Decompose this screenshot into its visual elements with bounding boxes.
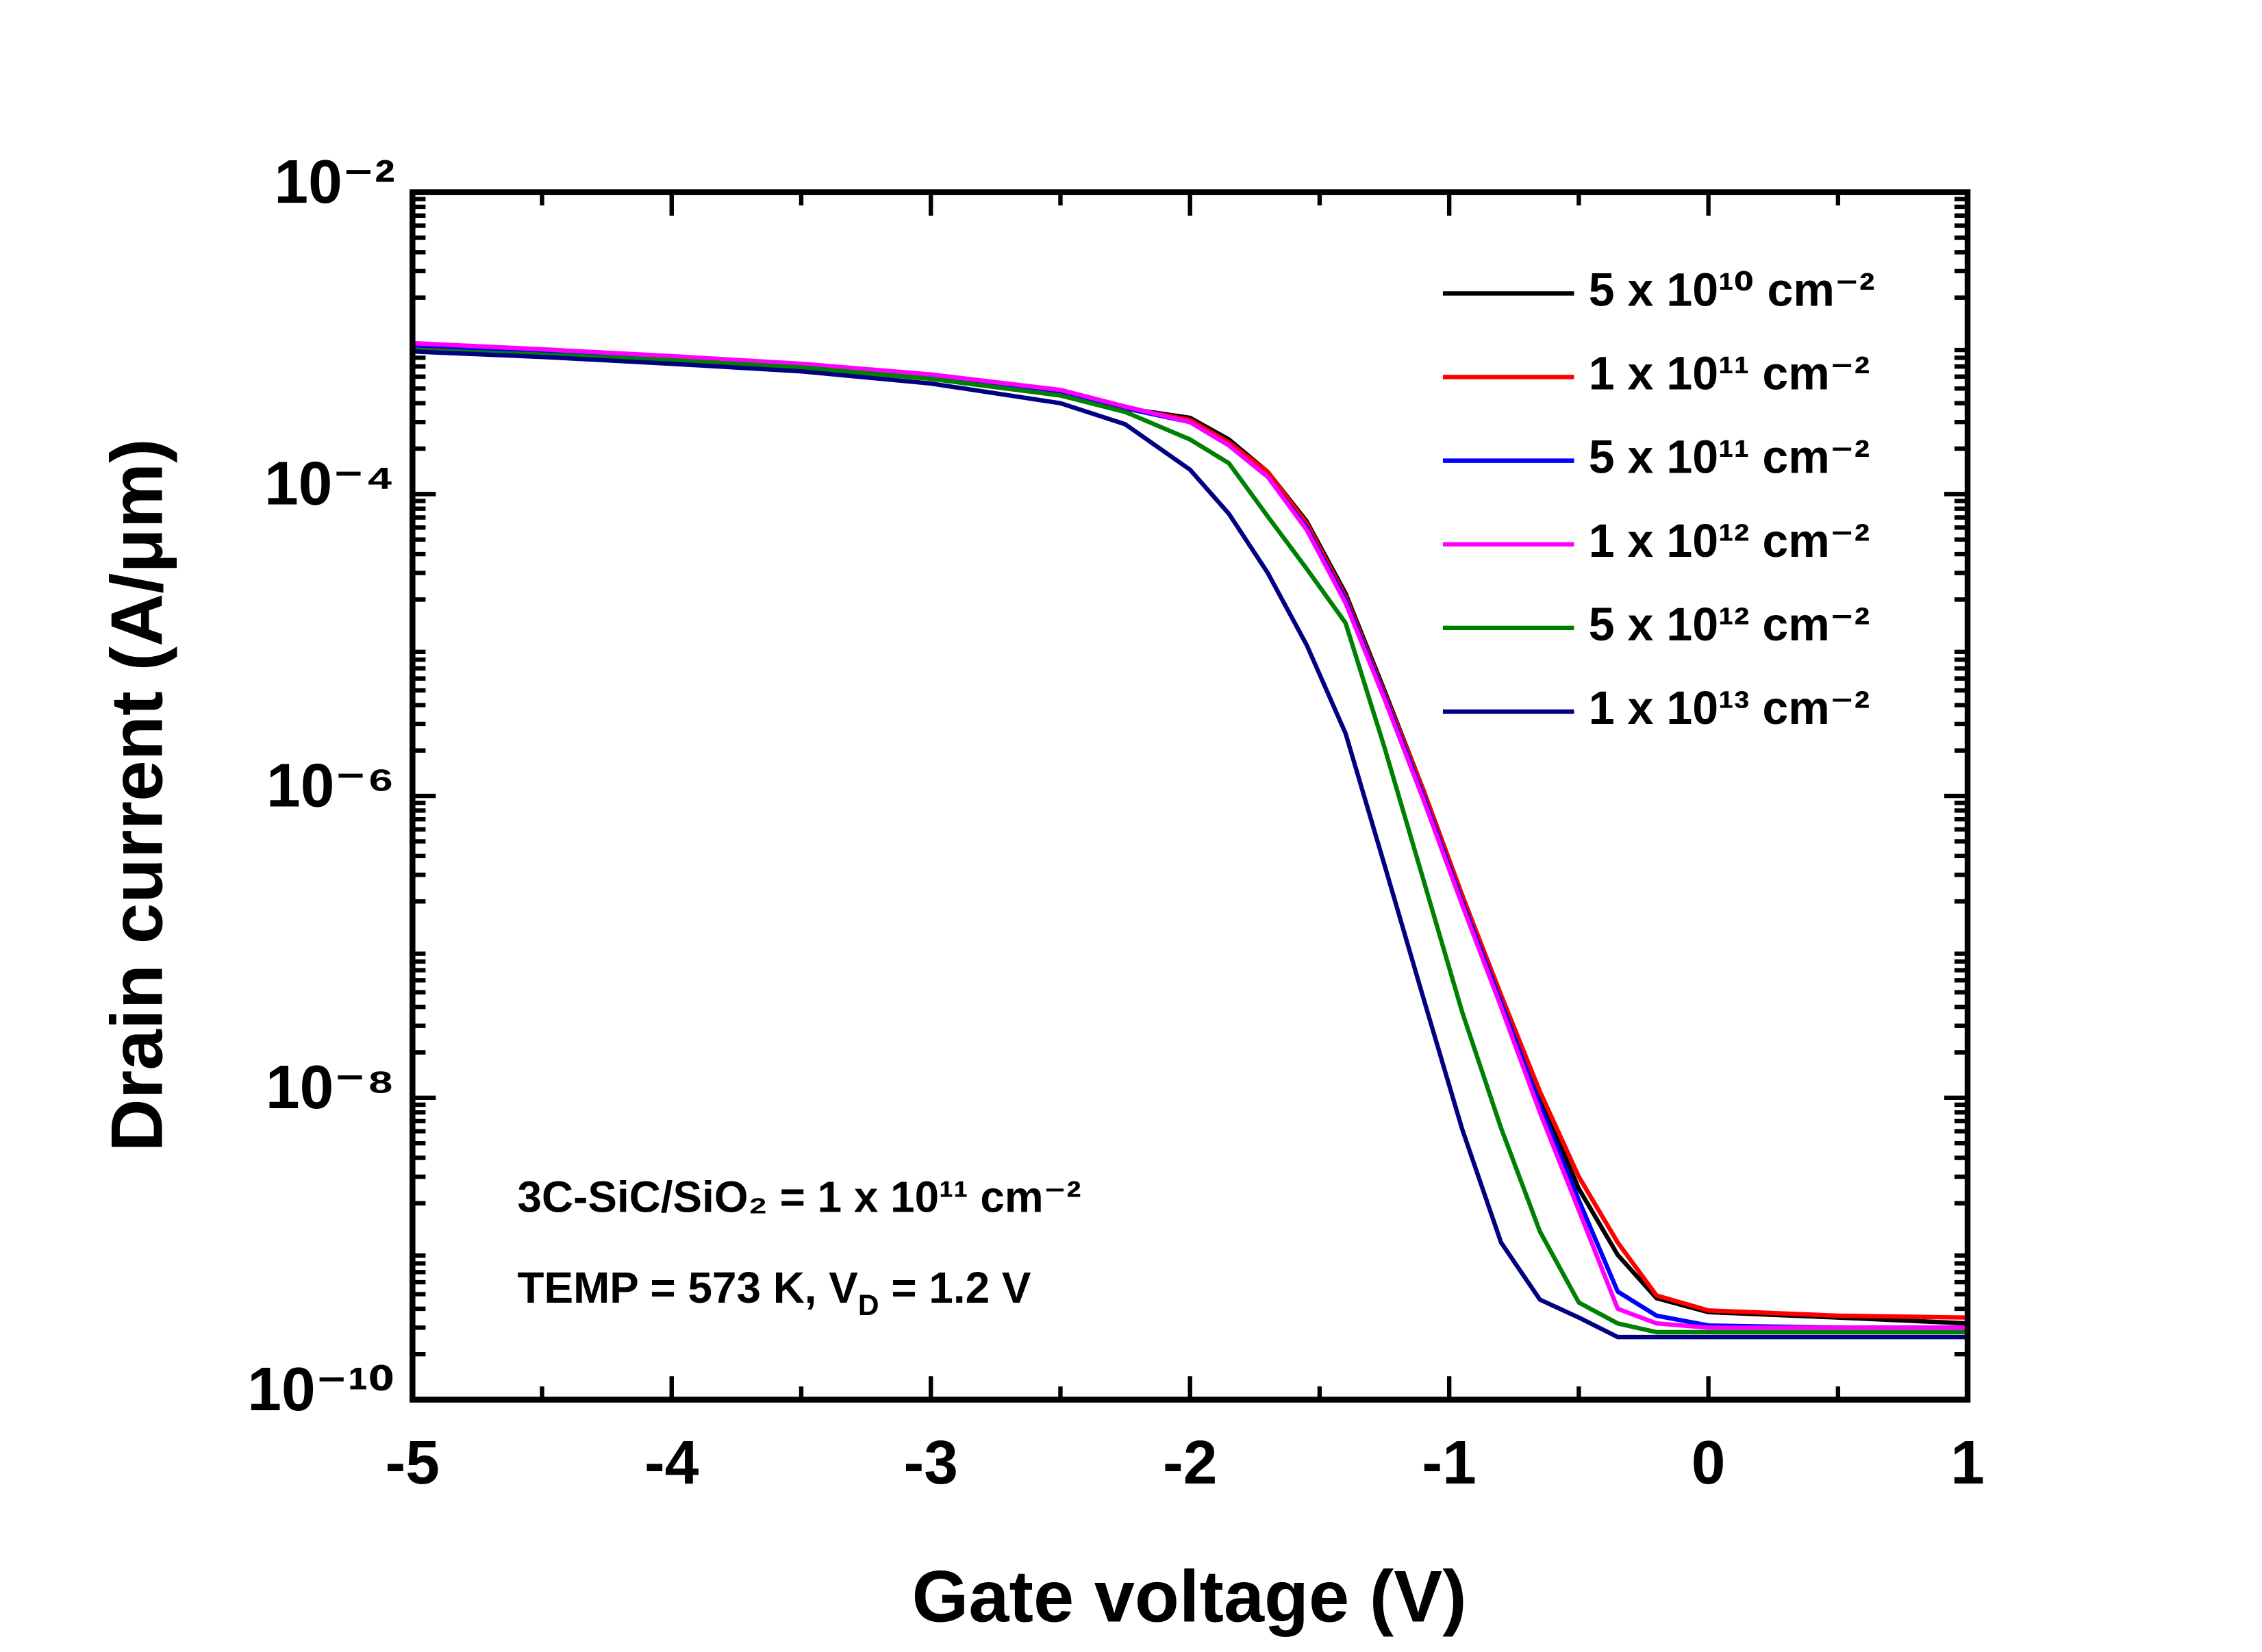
x-tick-label: 1 — [1950, 1429, 1985, 1497]
legend-label: 5 x 10¹¹ cm⁻² — [1589, 431, 1870, 484]
x-tick-label: -1 — [1422, 1429, 1476, 1497]
x-axis-label: Gate voltage (V) — [912, 1555, 1467, 1637]
series-line — [412, 340, 1968, 1330]
y-tick-label: 10⁻⁴ — [264, 449, 395, 518]
y-tick-label: 10⁻⁶ — [266, 751, 395, 820]
y-tick-label: 10⁻¹⁰ — [247, 1355, 394, 1423]
x-tick-label: -5 — [386, 1429, 440, 1497]
x-tick-label: 0 — [1692, 1429, 1726, 1497]
legend-label: 5 x 10¹² cm⁻² — [1589, 599, 1870, 651]
annotation-part: D — [858, 1289, 879, 1322]
annotation-part: 3C-SiC/SiO₂ = 1 x 10¹¹ cm⁻² — [518, 1172, 1081, 1221]
x-tick-label: -4 — [644, 1429, 699, 1497]
annotation: TEMP = 573 K, VD = 1.2 V — [518, 1263, 1031, 1323]
annotation: 3C-SiC/SiO₂ = 1 x 10¹¹ cm⁻² — [518, 1172, 1081, 1221]
series-line — [412, 349, 1968, 1340]
plot-frame — [410, 189, 1971, 1403]
y-axis-label: Drain current (A/μm) — [96, 438, 178, 1151]
legend-label: 5 x 10¹⁰ cm⁻² — [1589, 264, 1875, 316]
y-tick-label: 10⁻² — [274, 148, 394, 216]
annotation-part: = 1.2 V — [879, 1263, 1031, 1312]
legend-label: 1 x 10¹² cm⁻² — [1589, 515, 1870, 567]
x-tick-label: -2 — [1163, 1429, 1217, 1497]
y-tick-label: 10⁻⁸ — [266, 1053, 395, 1122]
legend-label: 1 x 10¹³ cm⁻² — [1589, 682, 1870, 734]
x-tick-label: -3 — [903, 1429, 957, 1497]
annotation-part: TEMP = 573 K, V — [518, 1263, 859, 1312]
series-line — [412, 347, 1968, 1335]
legend-label: 1 x 10¹¹ cm⁻² — [1589, 347, 1870, 399]
